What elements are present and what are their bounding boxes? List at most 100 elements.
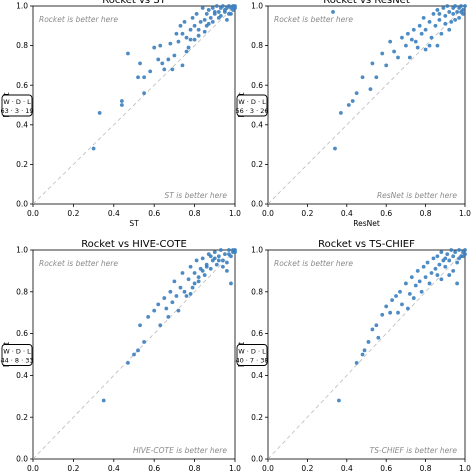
data-point (146, 314, 151, 319)
data-point (417, 23, 422, 28)
data-point (435, 273, 440, 277)
data-point (409, 275, 414, 280)
data-point (158, 323, 163, 328)
data-point (184, 35, 189, 40)
wdl-box: W · D · L56 · 3 · 26 (235, 94, 269, 117)
y-tick-label: 0.2 (251, 160, 263, 169)
data-point (158, 43, 163, 48)
data-point (192, 37, 197, 42)
data-point (220, 4, 225, 8)
data-point (178, 23, 183, 28)
data-point (204, 12, 209, 16)
data-point (176, 39, 181, 44)
data-point (427, 281, 432, 286)
data-point (437, 12, 442, 16)
data-point (182, 289, 187, 294)
data-point (174, 294, 179, 298)
axes-frame (267, 5, 466, 205)
wdl-values: 44 · 8 · 33 (0, 357, 33, 365)
y-tick-label: 0.6 (16, 329, 28, 338)
data-point (212, 250, 217, 254)
data-point (170, 67, 175, 72)
data-point (451, 12, 456, 16)
data-point (202, 273, 207, 277)
y-tick-label: 0.8 (16, 287, 28, 296)
data-point (455, 260, 460, 265)
axes-frame (267, 249, 466, 460)
data-point (437, 262, 442, 267)
data-point (220, 258, 225, 263)
chart-title: Rocket vs ST (102, 0, 166, 6)
data-point (415, 45, 420, 50)
data-point (196, 279, 201, 284)
data-point (431, 12, 436, 16)
data-point (192, 281, 197, 286)
data-point (194, 12, 199, 16)
x-tick-label: 1.0 (459, 464, 471, 473)
y-tick-label: 0.0 (251, 200, 263, 209)
data-point (398, 289, 402, 294)
x-tick-label: 0.4 (108, 464, 120, 473)
data-point (388, 310, 393, 315)
data-point (132, 352, 136, 357)
y-tick-label: 0.4 (16, 371, 28, 380)
data-point (212, 256, 217, 261)
x-tick-label: 0.2 (67, 209, 79, 218)
data-point (196, 275, 201, 280)
data-point (457, 15, 461, 20)
wdl-box-border (1, 344, 33, 366)
data-point (136, 75, 140, 80)
data-point (400, 302, 404, 307)
annotation-bottom: ST is better here (164, 191, 227, 200)
annotation-top: Rocket is better here (274, 15, 353, 24)
annotation-bottom: TS-CHIEF is better here (370, 446, 458, 455)
y-tick-label: 0.2 (251, 413, 263, 422)
chart-panel-4: Rocket vs TS-CHIEF 0.0 0.2 0.4 0.6 0.8 1.0 0.0 0… (235, 239, 471, 473)
data-point (206, 21, 211, 26)
annotation-bottom: HIVE-COTE is better here (133, 446, 227, 455)
data-point (388, 39, 393, 44)
data-point (168, 41, 173, 46)
data-point (459, 10, 463, 14)
data-point (233, 250, 237, 254)
data-point (206, 8, 211, 12)
y-tick-label: 0.8 (16, 41, 28, 50)
data-point (338, 111, 343, 115)
wdl-box-border (236, 94, 268, 117)
data-point (156, 302, 161, 307)
data-point (392, 49, 396, 54)
wdl-box: W · D · L40 · 7 · 38 (235, 344, 269, 366)
data-point (225, 260, 229, 265)
data-point (180, 31, 185, 36)
data-point (178, 285, 183, 290)
data-point (142, 91, 147, 96)
data-point (229, 281, 233, 286)
diagonal-line (267, 5, 466, 205)
data-point (376, 335, 381, 340)
data-point (447, 273, 452, 277)
data-point (196, 33, 201, 38)
data-point (225, 17, 229, 22)
scatter-points (101, 248, 237, 403)
data-point (463, 248, 467, 252)
data-point (374, 75, 379, 80)
data-point (194, 258, 199, 263)
data-point (198, 19, 203, 24)
data-point (223, 252, 227, 257)
data-point (190, 285, 195, 290)
wdl-header: W · D · L (238, 348, 266, 356)
data-point (220, 264, 225, 269)
data-point (229, 12, 233, 16)
annotation-bottom: ResNet is better here (377, 191, 457, 200)
data-point (231, 8, 235, 12)
data-point (405, 306, 410, 311)
data-point (212, 10, 217, 14)
data-point (152, 45, 157, 50)
data-point (431, 256, 436, 261)
data-point (394, 294, 398, 298)
data-point (404, 43, 408, 48)
data-point (463, 4, 467, 8)
data-point (445, 252, 450, 257)
data-point (423, 47, 428, 52)
x-tick-label: 0.0 (262, 209, 274, 218)
